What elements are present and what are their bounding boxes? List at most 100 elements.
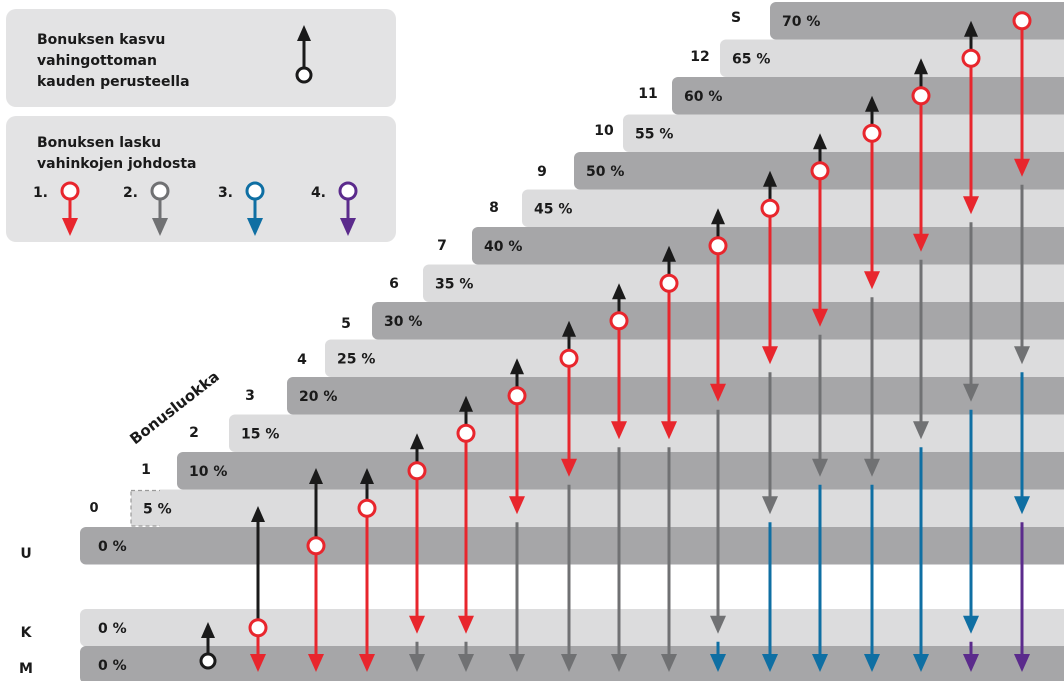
class-number-label: 10 bbox=[594, 123, 614, 139]
class-percent-label: 70 % bbox=[782, 14, 820, 30]
class-percent-label: 30 % bbox=[384, 314, 422, 330]
side-class-label: U bbox=[20, 546, 31, 562]
arrow-head bbox=[360, 468, 374, 484]
drop-origin-ring bbox=[862, 123, 882, 143]
arrow-head bbox=[914, 58, 928, 75]
drop-arrow-head bbox=[409, 615, 425, 634]
drop-arrow-head bbox=[913, 421, 929, 440]
drop-arrow-head bbox=[1014, 346, 1030, 365]
class-percent-label: 60 % bbox=[684, 89, 722, 105]
class-number-label: 2 bbox=[189, 425, 199, 441]
legend-growth-text: kauden perusteella bbox=[37, 74, 190, 90]
drop-origin-ring bbox=[248, 618, 268, 638]
class-row-bar bbox=[672, 77, 1064, 115]
arrow-head bbox=[711, 208, 725, 225]
legend-growth-text: Bonuksen kasvu bbox=[37, 32, 165, 48]
drop-origin-ring bbox=[456, 423, 476, 443]
drop-origin-ring bbox=[659, 273, 679, 293]
drop-arrow-head bbox=[458, 654, 474, 672]
arrow-origin-ring bbox=[295, 66, 313, 84]
legend-drop-number: 1. bbox=[33, 185, 48, 201]
drop-arrow-head bbox=[762, 346, 778, 365]
arrow-head bbox=[201, 622, 215, 638]
legend-drop-text: vahinkojen johdosta bbox=[37, 156, 197, 172]
drop-arrow-head bbox=[812, 654, 828, 672]
drop-arrow-head bbox=[661, 654, 677, 672]
drop-arrow-head bbox=[250, 654, 266, 672]
drop-arrow-head bbox=[611, 654, 627, 672]
class-row-bar bbox=[160, 489, 1064, 527]
class-number-label: 3 bbox=[245, 388, 255, 404]
arrow-head bbox=[297, 25, 311, 41]
drop-origin-ring bbox=[760, 198, 780, 218]
class-percent-label: 35 % bbox=[435, 276, 473, 292]
drop-arrow-head bbox=[509, 654, 525, 672]
class-row-bar bbox=[287, 377, 1064, 415]
drop-arrow-head bbox=[62, 218, 78, 236]
drop-origin-ring bbox=[357, 498, 377, 518]
arrow-head bbox=[251, 506, 265, 522]
class-row-bar bbox=[472, 227, 1064, 265]
drop-origin-ring bbox=[1012, 11, 1032, 31]
drop-arrow-head bbox=[561, 458, 577, 477]
class-number-label: 7 bbox=[437, 238, 447, 254]
legend-drop-number: 3. bbox=[218, 185, 233, 201]
class-row-bar bbox=[80, 609, 1064, 647]
drop-origin-ring bbox=[708, 236, 728, 256]
drop-arrow-head bbox=[661, 421, 677, 440]
drop-arrow-head bbox=[963, 383, 979, 402]
drop-arrow-head bbox=[963, 615, 979, 634]
arrow-head bbox=[410, 433, 424, 450]
class-percent-label: 20 % bbox=[299, 389, 337, 405]
class-row-bar bbox=[177, 452, 1064, 490]
drop-arrow-head bbox=[762, 496, 778, 515]
drop-arrow-head bbox=[308, 654, 324, 672]
drop-arrow-head bbox=[710, 615, 726, 634]
drop-origin-ring bbox=[609, 311, 629, 331]
drop-arrow-head bbox=[1014, 654, 1030, 672]
arrow-head bbox=[763, 170, 777, 187]
side-class-label: K bbox=[21, 625, 33, 641]
class-row-bar bbox=[720, 39, 1064, 77]
drop-arrow-head bbox=[963, 196, 979, 215]
drop-arrow-head bbox=[963, 654, 979, 672]
drop-arrow-head bbox=[762, 654, 778, 672]
class-number-label: 5 bbox=[341, 316, 351, 332]
class-number-label: 0 bbox=[89, 501, 98, 516]
class-row-bar bbox=[325, 339, 1064, 377]
legend-growth-arrow bbox=[295, 25, 313, 84]
arrow-head bbox=[562, 320, 576, 337]
class-percent-label: 25 % bbox=[337, 351, 375, 367]
arrow-head bbox=[510, 358, 524, 375]
class-number-label: 12 bbox=[690, 49, 709, 65]
drop-arrow-head bbox=[710, 654, 726, 672]
arrow-head bbox=[309, 468, 323, 484]
class-number-label: 11 bbox=[638, 86, 657, 102]
class-percent-label: 40 % bbox=[484, 239, 522, 255]
drop-arrow-head bbox=[913, 654, 929, 672]
class-number-label: S bbox=[731, 10, 741, 26]
class-row-bar bbox=[770, 2, 1064, 40]
legend-drop-ring bbox=[245, 181, 265, 201]
arrow-head bbox=[459, 395, 473, 412]
class-row-bar bbox=[423, 264, 1064, 302]
class-row-bar bbox=[80, 527, 1064, 565]
class-row-bar bbox=[522, 189, 1064, 227]
drop-origin-ring bbox=[911, 86, 931, 106]
drop-arrow-head bbox=[561, 654, 577, 672]
arrow-head bbox=[865, 95, 879, 112]
drop-origin-ring bbox=[559, 348, 579, 368]
class-0-stub bbox=[130, 489, 162, 527]
legend-drop-ring bbox=[338, 181, 358, 201]
class-percent-label: 50 % bbox=[586, 164, 624, 180]
drop-arrow-head bbox=[458, 615, 474, 634]
drop-origin-ring bbox=[810, 161, 830, 181]
arrow-head bbox=[813, 133, 827, 150]
drop-arrow-head bbox=[247, 218, 263, 236]
class-percent-label: 0 % bbox=[98, 621, 127, 637]
class-percent-label: 45 % bbox=[534, 201, 572, 217]
drop-arrow-head bbox=[152, 218, 168, 236]
class-number-label: 1 bbox=[141, 462, 151, 478]
